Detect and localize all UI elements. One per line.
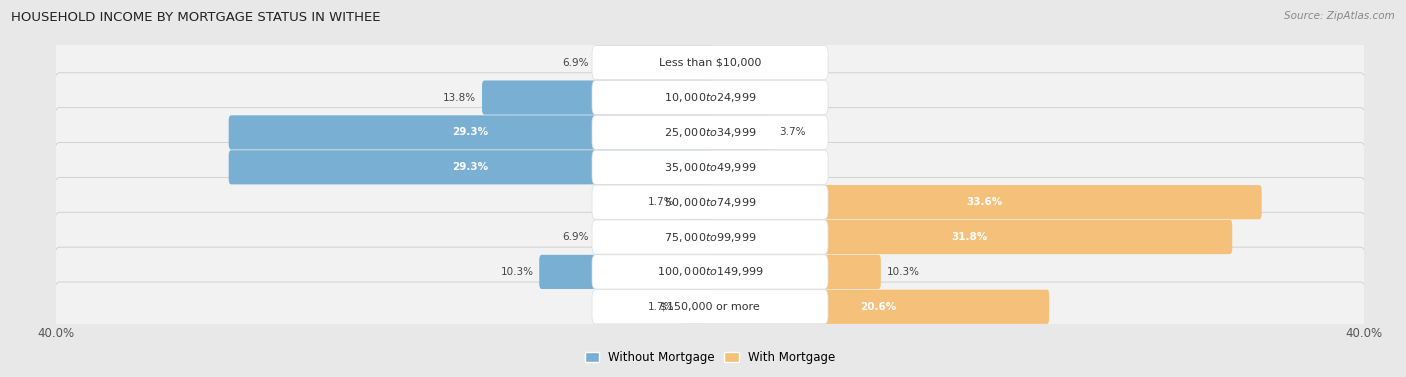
Text: 10.3%: 10.3% [887, 267, 920, 277]
FancyBboxPatch shape [707, 290, 1049, 324]
FancyBboxPatch shape [55, 38, 1365, 87]
Text: $25,000 to $34,999: $25,000 to $34,999 [664, 126, 756, 139]
Text: $100,000 to $149,999: $100,000 to $149,999 [657, 265, 763, 278]
FancyBboxPatch shape [55, 282, 1365, 331]
FancyBboxPatch shape [55, 212, 1365, 262]
FancyBboxPatch shape [707, 220, 1232, 254]
Text: 33.6%: 33.6% [966, 197, 1002, 207]
FancyBboxPatch shape [679, 185, 713, 219]
Text: 6.9%: 6.9% [562, 58, 589, 68]
Text: 29.3%: 29.3% [453, 162, 489, 172]
FancyBboxPatch shape [679, 290, 713, 324]
Legend: Without Mortgage, With Mortgage: Without Mortgage, With Mortgage [581, 346, 839, 369]
Text: $150,000 or more: $150,000 or more [661, 302, 759, 312]
Text: 1.7%: 1.7% [648, 197, 673, 207]
Text: Less than $10,000: Less than $10,000 [659, 58, 761, 68]
FancyBboxPatch shape [707, 255, 880, 289]
FancyBboxPatch shape [592, 46, 828, 80]
Text: 31.8%: 31.8% [952, 232, 988, 242]
FancyBboxPatch shape [55, 108, 1365, 157]
Text: 6.9%: 6.9% [562, 232, 589, 242]
Text: $75,000 to $99,999: $75,000 to $99,999 [664, 231, 756, 244]
FancyBboxPatch shape [55, 178, 1365, 227]
FancyBboxPatch shape [592, 220, 828, 254]
FancyBboxPatch shape [229, 115, 713, 150]
FancyBboxPatch shape [707, 115, 773, 150]
Text: 20.6%: 20.6% [860, 302, 897, 312]
Text: 10.3%: 10.3% [501, 267, 533, 277]
FancyBboxPatch shape [592, 150, 828, 184]
FancyBboxPatch shape [595, 46, 713, 80]
FancyBboxPatch shape [592, 80, 828, 115]
Text: 3.7%: 3.7% [779, 127, 806, 138]
FancyBboxPatch shape [55, 143, 1365, 192]
FancyBboxPatch shape [595, 220, 713, 254]
FancyBboxPatch shape [707, 185, 1261, 219]
FancyBboxPatch shape [55, 247, 1365, 297]
Text: HOUSEHOLD INCOME BY MORTGAGE STATUS IN WITHEE: HOUSEHOLD INCOME BY MORTGAGE STATUS IN W… [11, 11, 381, 24]
Text: 1.7%: 1.7% [648, 302, 673, 312]
FancyBboxPatch shape [592, 290, 828, 324]
FancyBboxPatch shape [592, 185, 828, 219]
Text: 29.3%: 29.3% [453, 127, 489, 138]
FancyBboxPatch shape [55, 73, 1365, 122]
FancyBboxPatch shape [540, 255, 713, 289]
FancyBboxPatch shape [592, 255, 828, 289]
Text: $50,000 to $74,999: $50,000 to $74,999 [664, 196, 756, 208]
Text: Source: ZipAtlas.com: Source: ZipAtlas.com [1284, 11, 1395, 21]
FancyBboxPatch shape [592, 115, 828, 150]
FancyBboxPatch shape [482, 80, 713, 115]
Text: $10,000 to $24,999: $10,000 to $24,999 [664, 91, 756, 104]
Text: $35,000 to $49,999: $35,000 to $49,999 [664, 161, 756, 174]
FancyBboxPatch shape [229, 150, 713, 184]
Text: 13.8%: 13.8% [443, 92, 477, 103]
